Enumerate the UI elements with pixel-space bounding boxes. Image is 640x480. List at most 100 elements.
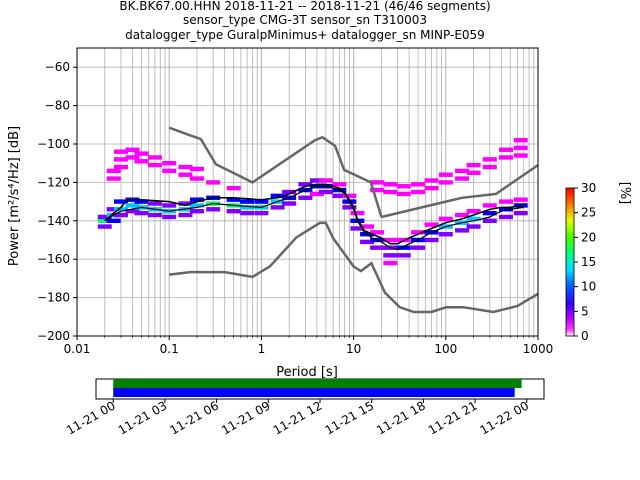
density-cell bbox=[466, 170, 481, 175]
density-cell bbox=[178, 201, 193, 206]
density-cell bbox=[438, 172, 453, 177]
y-axis-label: Power [m²/s⁴/Hz] [dB] bbox=[7, 126, 22, 266]
density-cell bbox=[499, 207, 514, 212]
density-cell bbox=[189, 197, 204, 202]
density-cell bbox=[147, 212, 162, 218]
x-tick-label: 100 bbox=[434, 342, 457, 356]
timeline-tick-label: 11-21 06 bbox=[167, 398, 221, 437]
x-tick-label: 1 bbox=[258, 342, 266, 356]
density-cell bbox=[455, 176, 470, 181]
density-cell bbox=[106, 218, 121, 223]
density-cell bbox=[466, 216, 481, 222]
density-cell bbox=[424, 185, 439, 191]
density-cell bbox=[113, 157, 128, 162]
density-cell bbox=[411, 245, 426, 250]
density-cell bbox=[411, 189, 426, 195]
y-tick-label: −200 bbox=[37, 329, 70, 343]
timeline-tick-label: 11-21 21 bbox=[426, 398, 480, 437]
density-cell bbox=[513, 197, 528, 202]
density-cell bbox=[396, 184, 411, 189]
density-cell bbox=[106, 168, 121, 174]
density-cell bbox=[125, 147, 140, 152]
x-tick-label: 0.01 bbox=[64, 342, 91, 356]
colorbar-tick-label: 25 bbox=[581, 206, 596, 220]
y-tick-label: −180 bbox=[37, 291, 70, 305]
density-cell bbox=[178, 164, 193, 170]
density-cell bbox=[254, 199, 269, 204]
density-cell bbox=[482, 203, 497, 208]
density-cell bbox=[226, 197, 241, 202]
density-cell bbox=[350, 226, 365, 231]
y-tick-label: −100 bbox=[37, 137, 70, 151]
density-cell bbox=[383, 253, 398, 258]
density-cell bbox=[342, 205, 357, 210]
density-cell bbox=[134, 151, 149, 156]
density-cell bbox=[370, 187, 385, 193]
density-cell bbox=[383, 260, 398, 266]
density-cell bbox=[113, 149, 128, 154]
density-cell bbox=[411, 230, 426, 235]
density-cell bbox=[482, 157, 497, 162]
y-tick-label: −80 bbox=[45, 99, 70, 113]
density-cell bbox=[189, 203, 204, 208]
density-cell bbox=[147, 162, 162, 168]
density-cell bbox=[189, 209, 204, 214]
colorbar-label: [%] bbox=[617, 182, 632, 205]
density-cell bbox=[125, 203, 140, 208]
density-cell bbox=[466, 162, 481, 168]
density-cell bbox=[254, 210, 269, 216]
density-cell bbox=[396, 245, 411, 250]
colorbar-ticks: 0 5 10 15 20 25 30 bbox=[574, 181, 596, 343]
density-cell bbox=[424, 178, 439, 183]
density-cell bbox=[226, 209, 241, 214]
noise-model-line bbox=[169, 221, 538, 314]
density-cell bbox=[147, 201, 162, 206]
density-cell bbox=[178, 212, 193, 218]
density-cell bbox=[113, 207, 128, 212]
density-cell bbox=[134, 159, 149, 164]
timeline-tick-label: 11-21 15 bbox=[322, 398, 376, 437]
density-cell bbox=[499, 147, 514, 152]
colorbar-tick-label: 15 bbox=[581, 255, 596, 269]
density-cell bbox=[113, 164, 128, 170]
density-cell bbox=[270, 193, 285, 199]
timeline-bar bbox=[113, 388, 515, 397]
density-cell bbox=[189, 176, 204, 181]
density-cell bbox=[134, 199, 149, 204]
density-cell bbox=[383, 237, 398, 243]
timeline-tick-label: 11-21 12 bbox=[271, 398, 325, 437]
density-cell bbox=[97, 218, 112, 223]
timeline-tick-label: 11-21 18 bbox=[374, 398, 428, 437]
density-cell bbox=[383, 182, 398, 187]
timeline-tick-label: 11-22 00 bbox=[478, 398, 532, 437]
density-cell bbox=[455, 168, 470, 174]
density-cell bbox=[370, 180, 385, 185]
x-tick-label: 1000 bbox=[523, 342, 554, 356]
mean-curve bbox=[104, 183, 524, 245]
noise-model-line bbox=[168, 126, 383, 218]
density-cell bbox=[513, 145, 528, 151]
density-cell bbox=[298, 195, 313, 200]
density-cell bbox=[309, 178, 324, 183]
density-cell bbox=[466, 224, 481, 229]
density-cell bbox=[282, 189, 297, 195]
title-line-3: datalogger_type GuralpMinimus+ datalogge… bbox=[125, 28, 485, 42]
density-cell bbox=[309, 191, 324, 197]
density-cell bbox=[97, 214, 112, 220]
timeline-tick-label: 11-21 00 bbox=[64, 398, 118, 437]
density-cell bbox=[97, 224, 112, 229]
density-cell bbox=[162, 203, 177, 208]
title-line-1: BK.BK67.00.HHN 2018-11-21 -- 2018-11-21 … bbox=[119, 0, 490, 13]
density-cell bbox=[226, 185, 241, 191]
title-line-2: sensor_type CMG-3T sensor_sn T310003 bbox=[183, 13, 427, 27]
y-tick-label: −160 bbox=[37, 252, 70, 266]
density-cell bbox=[240, 210, 255, 216]
density-cell bbox=[513, 210, 528, 216]
density-cell bbox=[424, 237, 439, 243]
density-cell bbox=[240, 205, 255, 210]
density-cell bbox=[125, 155, 140, 160]
statistics-curves bbox=[104, 183, 524, 251]
timeline-bars bbox=[113, 379, 522, 397]
